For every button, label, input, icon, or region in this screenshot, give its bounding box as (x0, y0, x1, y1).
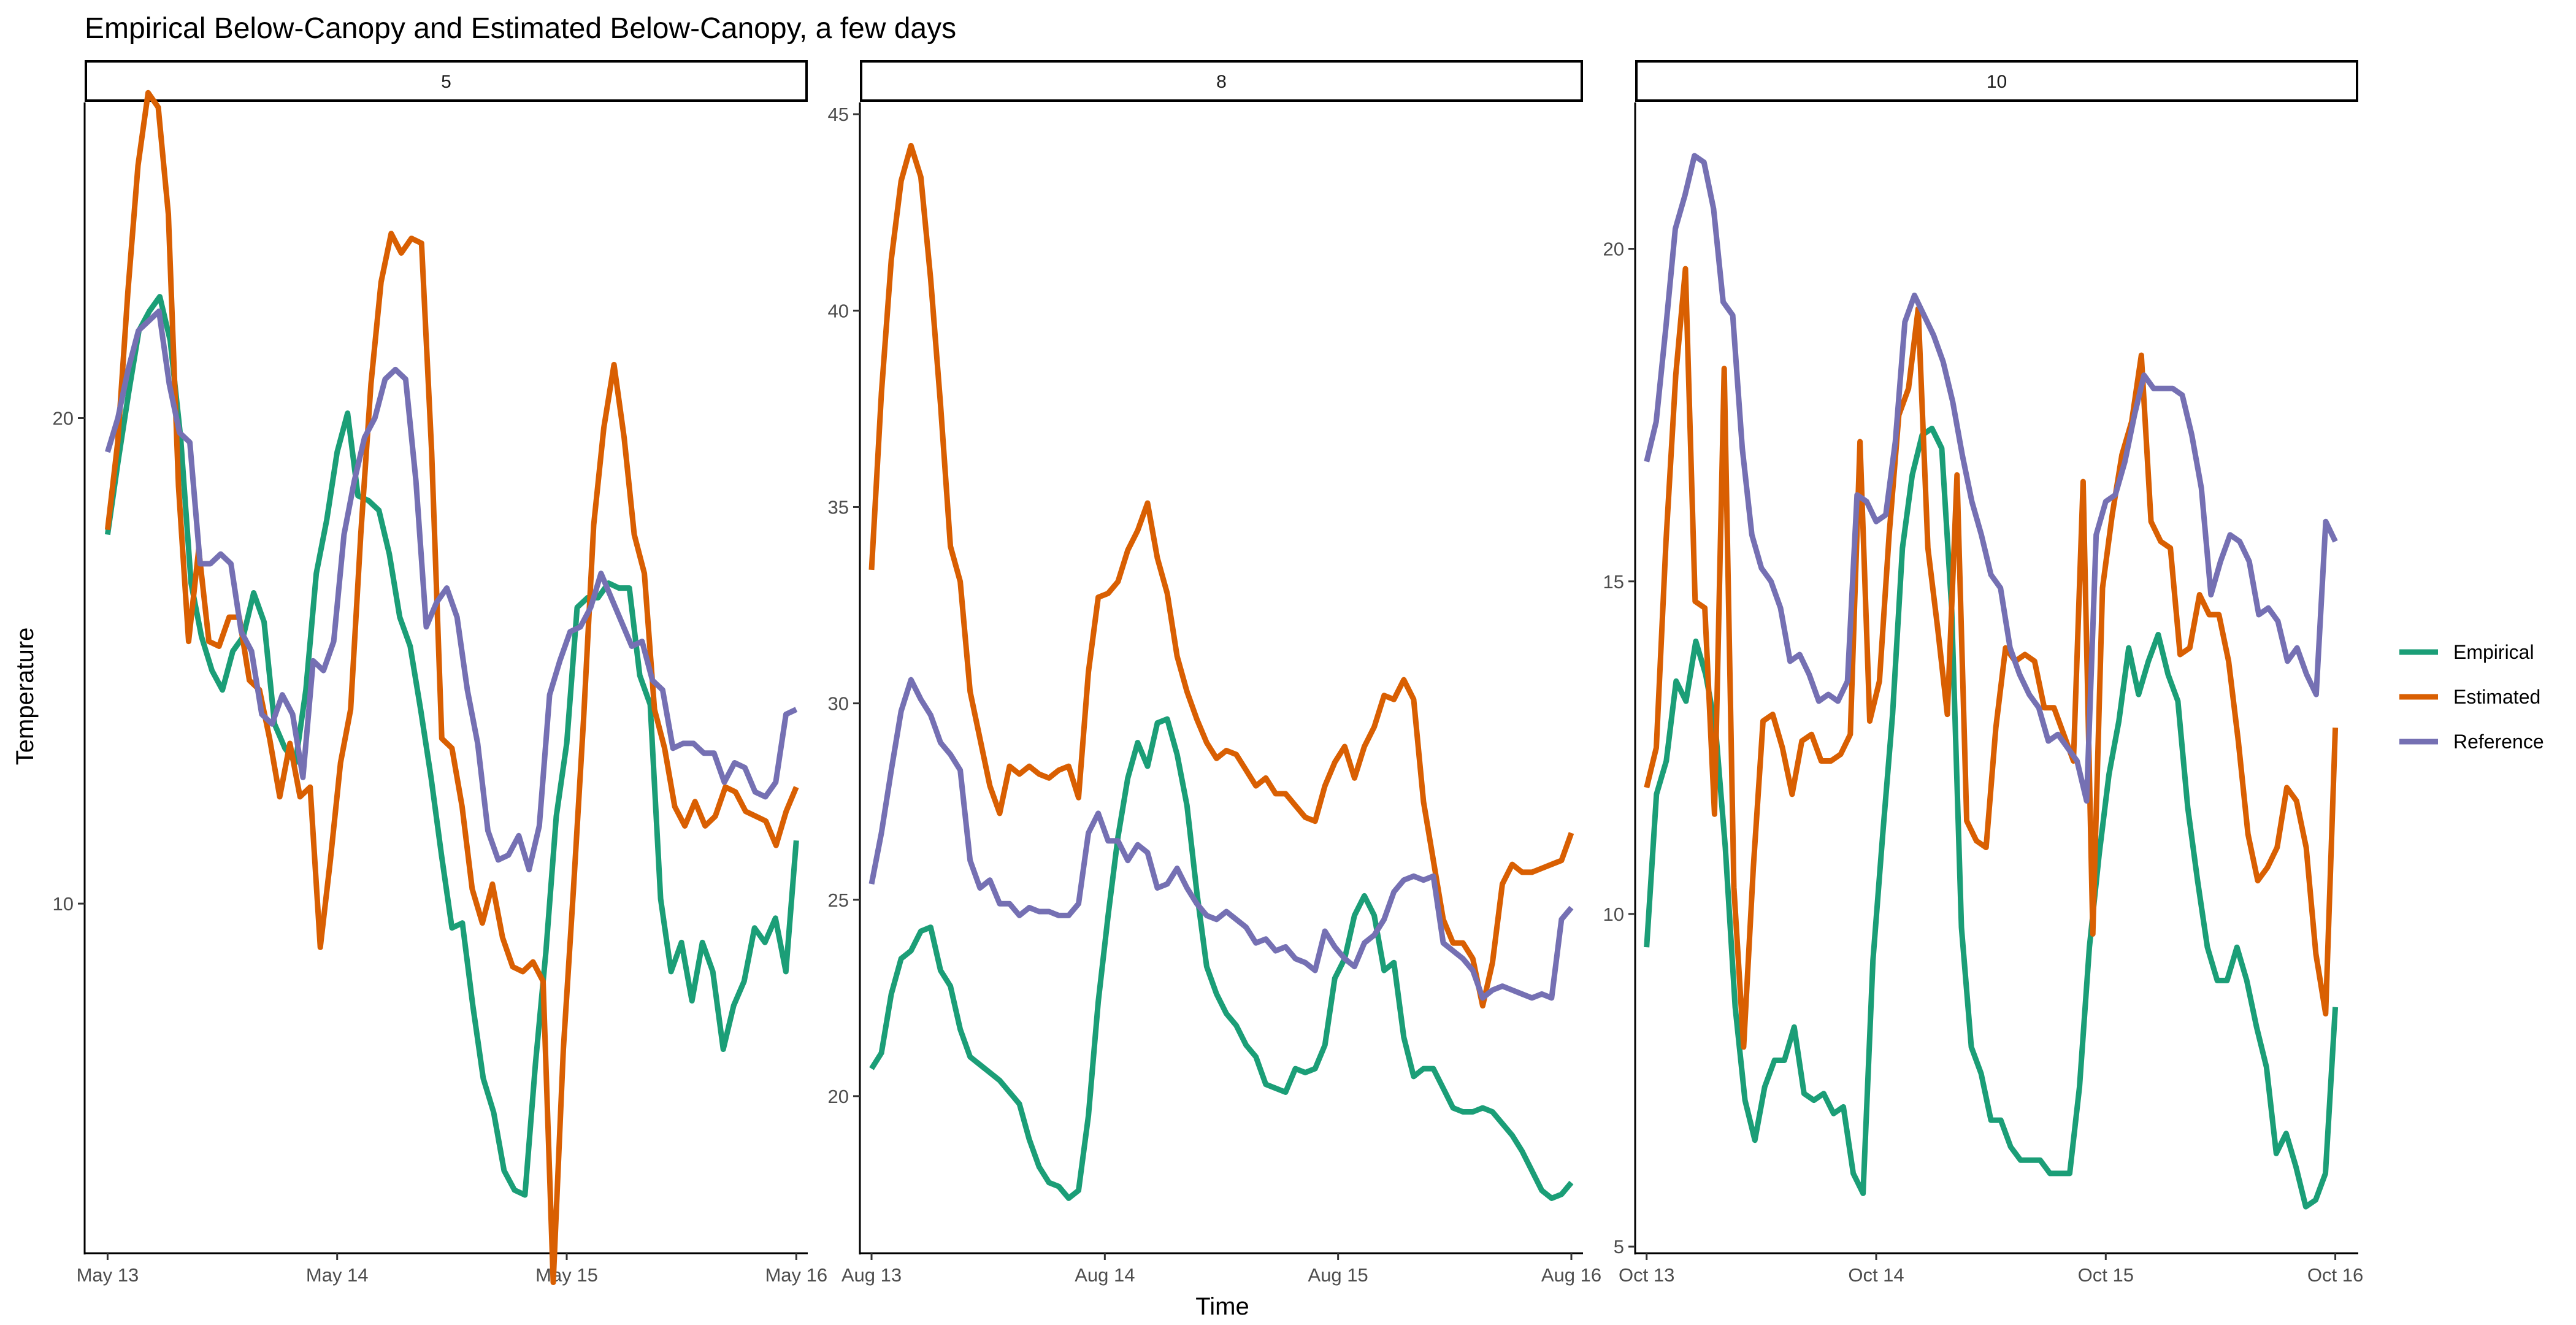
y-tick-label: 35 (828, 496, 849, 518)
y-tick-label: 10 (53, 893, 74, 915)
legend: Empirical Estimated Reference (2399, 641, 2544, 753)
y-tick-label: 25 (828, 889, 849, 911)
x-tick-label: Aug 13 (841, 1264, 902, 1286)
x-tick-label: Oct 13 (1619, 1264, 1674, 1286)
x-tick-label: Oct 14 (1848, 1264, 1904, 1286)
facet-strip-label: 10 (1987, 72, 2007, 92)
series-line-empirical (869, 716, 1574, 1201)
y-tick-label: 5 (1614, 1236, 1624, 1258)
chart-title: Empirical Below-Canopy and Estimated Bel… (85, 12, 956, 45)
x-tick-label: Aug 15 (1308, 1264, 1368, 1286)
x-tick-label: May 14 (306, 1264, 369, 1286)
series-line-reference (105, 308, 798, 873)
y-tick-label: 10 (1603, 904, 1624, 925)
facet-panel-8: 8 20 25 30 35 40 45 Aug 13 Aug 14 Aug 15 Aug 16 (828, 60, 1601, 1286)
legend-label-estimated: Estimated (2453, 686, 2540, 708)
y-tick-label: 40 (828, 300, 849, 321)
legend-label-empirical: Empirical (2453, 641, 2534, 663)
x-tick-label: Aug 14 (1075, 1264, 1135, 1286)
y-tick-label: 20 (1603, 239, 1624, 260)
series-line-empirical (1644, 425, 2339, 1210)
legend-label-reference: Reference (2453, 731, 2544, 753)
series-line-empirical (104, 294, 799, 1198)
y-tick-label: 30 (828, 693, 849, 715)
x-tick-label: May 16 (765, 1264, 827, 1286)
facet-panel-10: 10 5 10 15 20 Oct 13 Oct 14 Oct 15 Oct 16 (1603, 60, 2363, 1286)
facet-panel-5: 5 10 20 May 13 May 14 May 15 May 16 (53, 60, 827, 1286)
x-tick-label: May 13 (77, 1264, 139, 1286)
facet-strip-label: 5 (441, 72, 451, 92)
x-tick-label: May 15 (535, 1264, 598, 1286)
series-line-estimated (868, 142, 1574, 1009)
facet-strip (85, 60, 808, 102)
y-tick-label: 20 (53, 408, 74, 429)
series-line-reference (1644, 153, 2338, 804)
facet-strip-label: 8 (1216, 72, 1227, 92)
x-axis-title: Time (1195, 1293, 1249, 1320)
y-tick-label: 20 (828, 1086, 849, 1107)
x-tick-label: Oct 15 (2078, 1264, 2134, 1286)
y-axis-title: Temperature (12, 628, 39, 766)
series-line-estimated (1644, 266, 2339, 1050)
facet-strip (860, 60, 1583, 102)
y-tick-label: 15 (1603, 571, 1624, 593)
series-line-estimated (104, 90, 799, 1285)
series-line-reference (868, 677, 1574, 1001)
y-tick-label: 45 (828, 104, 849, 125)
facet-strip (1635, 60, 2358, 102)
x-tick-label: Aug 16 (1541, 1264, 1601, 1286)
x-tick-label: Oct 16 (2307, 1264, 2363, 1286)
